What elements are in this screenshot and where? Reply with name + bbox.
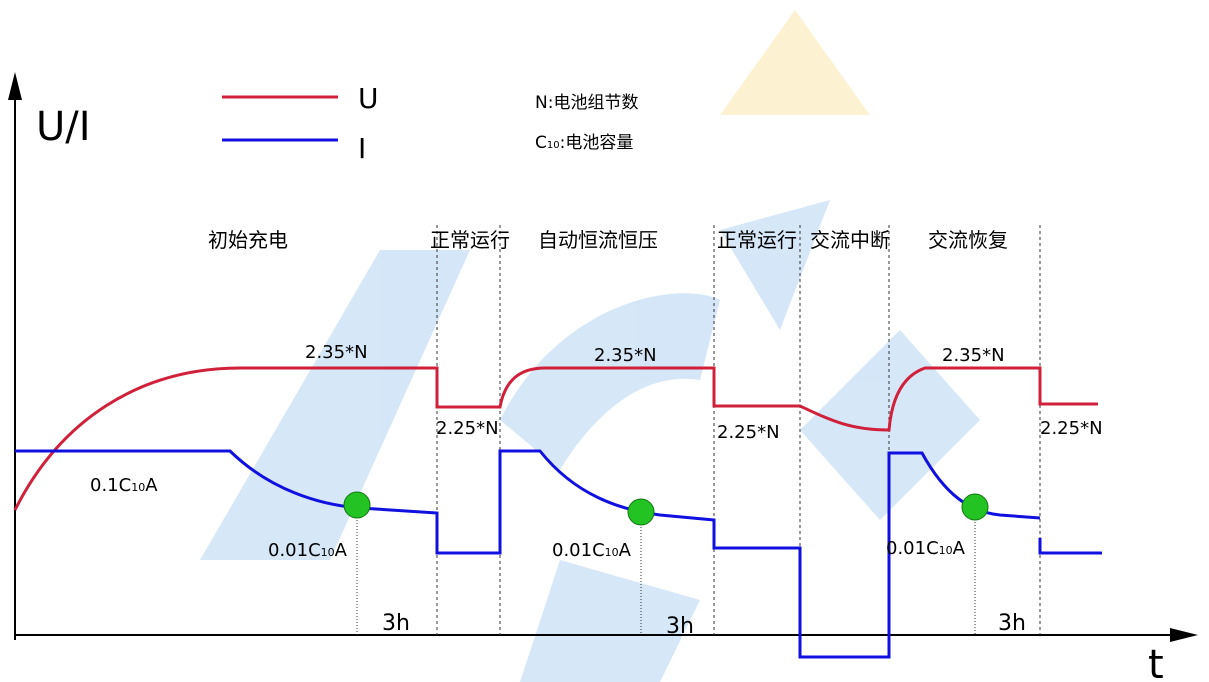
note-text: :电池容量 xyxy=(560,133,634,153)
note-text: C xyxy=(535,133,547,153)
y-axis-label: U/I xyxy=(36,104,91,150)
phase-label: 交流中断 xyxy=(810,228,890,252)
phase-label: 自动恒流恒压 xyxy=(538,228,658,252)
label-text: 0.01C xyxy=(268,540,321,561)
voltage-label: 2.25*N xyxy=(717,422,780,443)
label-text: A xyxy=(619,540,632,561)
current-label: 0.1C10A xyxy=(90,475,158,496)
current-curve xyxy=(15,449,1102,659)
label-sub: 10 xyxy=(321,546,335,559)
marker xyxy=(961,493,989,521)
label-text: A xyxy=(145,475,158,496)
marker xyxy=(343,491,371,519)
current-label: 0.01C10A xyxy=(886,538,966,559)
label-sub: 10 xyxy=(605,546,619,559)
legend-label: I xyxy=(358,132,366,165)
label-text: 0.01C xyxy=(886,538,939,559)
voltage-label: 2.35*N xyxy=(594,345,657,366)
phase-label: 初始充电 xyxy=(208,228,288,252)
note-text: :电池组节数 xyxy=(548,93,639,113)
note-text: N xyxy=(535,93,548,113)
dividers xyxy=(356,225,1041,635)
label-text: 0.01C xyxy=(552,540,605,561)
voltage-curve xyxy=(13,366,1098,511)
phase-label: 正常运行 xyxy=(717,228,797,252)
note: C10:电池容量 xyxy=(535,133,633,153)
label-text: 0.1C xyxy=(90,475,131,496)
note: N:电池组节数 xyxy=(535,93,638,113)
label-text: A xyxy=(335,540,348,561)
voltage-label: 2.25*N xyxy=(1040,418,1103,439)
legend-label: U xyxy=(358,82,379,115)
voltage-label: 2.35*N xyxy=(942,345,1005,366)
marker xyxy=(627,498,655,526)
phase-label: 交流恢复 xyxy=(928,228,1008,252)
voltage-label: 2.25*N xyxy=(436,418,499,439)
axes xyxy=(8,72,1198,642)
duration-label: 3h xyxy=(998,611,1026,636)
note-sub: 10 xyxy=(547,140,560,151)
label-text: A xyxy=(953,538,966,559)
current-label: 0.01C10A xyxy=(552,540,632,561)
label-sub: 10 xyxy=(939,544,953,557)
x-axis-label: t xyxy=(1148,642,1164,682)
duration-label: 3h xyxy=(666,614,694,639)
label-sub: 10 xyxy=(131,481,145,494)
phase-label: 正常运行 xyxy=(430,228,510,252)
current-label: 0.01C10A xyxy=(268,540,348,561)
voltage-label: 2.35*N xyxy=(305,342,368,363)
duration-label: 3h xyxy=(382,611,410,636)
